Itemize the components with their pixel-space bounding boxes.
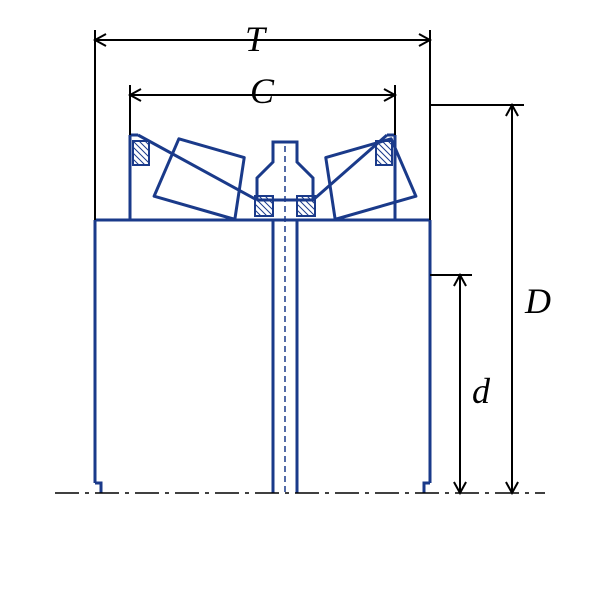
label-d: d bbox=[472, 370, 490, 412]
diagram-svg bbox=[0, 0, 600, 600]
label-T: T bbox=[245, 18, 265, 60]
label-C: C bbox=[250, 70, 274, 112]
label-D: D bbox=[525, 280, 551, 322]
bearing-diagram: T C D d bbox=[0, 0, 600, 600]
